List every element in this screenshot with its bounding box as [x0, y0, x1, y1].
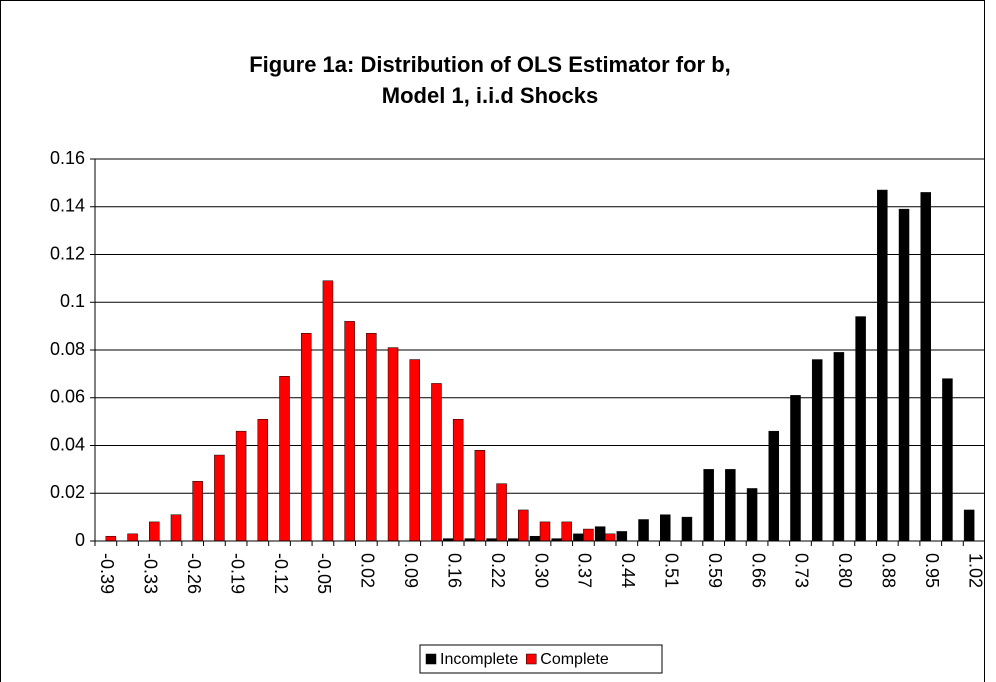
- x-tick-label: 0.80: [835, 553, 855, 588]
- bar: [257, 418, 269, 542]
- bar: [594, 526, 606, 542]
- y-tick-label: 0: [75, 530, 85, 550]
- bar: [573, 533, 584, 542]
- x-tick-label: 0.22: [488, 553, 508, 588]
- x-tick-label: 1.02: [965, 553, 985, 588]
- bar: [344, 321, 355, 542]
- bar: [409, 359, 421, 542]
- x-tick-label: 0.44: [618, 553, 638, 588]
- bar: [877, 189, 888, 542]
- bar: [496, 483, 507, 542]
- bar: [920, 192, 931, 542]
- x-tick-label: 0.66: [748, 553, 768, 588]
- bar: [214, 454, 225, 542]
- x-tick-label: -0.33: [141, 553, 161, 594]
- bar: [452, 418, 464, 542]
- bar: [855, 316, 866, 542]
- legend-label: Incomplete: [440, 651, 518, 668]
- bar: [746, 488, 758, 542]
- bar: [898, 208, 910, 542]
- bar: [833, 352, 845, 542]
- bar: [963, 509, 975, 542]
- bar: [170, 514, 182, 542]
- bar: [387, 347, 399, 542]
- bar: [474, 450, 486, 542]
- bar: [149, 521, 160, 542]
- x-tick-label: 0.09: [401, 553, 421, 588]
- bar: [235, 430, 247, 542]
- bar: [192, 481, 203, 542]
- x-tick-label: 0.02: [358, 553, 378, 588]
- y-tick-label: 0.06: [50, 387, 85, 407]
- x-tick-label: 0.88: [879, 553, 899, 588]
- bar: [604, 533, 616, 542]
- bar: [790, 395, 801, 542]
- x-tick-label: 0.16: [444, 553, 464, 588]
- y-tick-label: 0.16: [50, 148, 85, 168]
- bar: [366, 333, 377, 542]
- x-tick-label: 0.73: [792, 553, 812, 588]
- x-tick-label: -0.05: [314, 553, 334, 594]
- y-tick-label: 0.02: [50, 482, 85, 502]
- x-tick-label: 0.95: [922, 553, 942, 588]
- bar: [561, 521, 572, 542]
- bar: [322, 280, 334, 542]
- bar: [681, 516, 693, 542]
- bar: [300, 333, 312, 542]
- legend-swatch: [425, 653, 437, 665]
- bar: [703, 469, 714, 542]
- x-tick-label: 0.59: [705, 553, 725, 588]
- bar: [529, 535, 541, 542]
- y-tick-label: 0.1: [60, 291, 85, 311]
- x-tick-label: 0.37: [575, 553, 595, 588]
- bar: [725, 469, 736, 542]
- bar: [518, 509, 529, 542]
- bar: [279, 376, 290, 542]
- bar: [127, 533, 138, 542]
- y-tick-label: 0.12: [50, 243, 85, 263]
- bar: [105, 535, 117, 542]
- x-tick-label: -0.26: [184, 553, 204, 594]
- bar: [768, 430, 780, 542]
- x-tick-label: 0.51: [661, 553, 681, 588]
- bar: [942, 378, 953, 542]
- chart-title: Figure 1a: Distribution of OLS Estimator…: [249, 52, 731, 77]
- legend-label: Complete: [540, 651, 609, 668]
- x-tick-label: -0.39: [97, 553, 117, 594]
- x-tick-label: 0.30: [531, 553, 551, 588]
- bar: [583, 528, 594, 542]
- bar: [539, 521, 551, 542]
- bar: [659, 514, 671, 542]
- x-tick-label: -0.19: [227, 553, 247, 594]
- y-tick-label: 0.14: [50, 196, 85, 216]
- x-tick-label: -0.12: [271, 553, 291, 594]
- bar: [431, 383, 442, 542]
- bar: [616, 531, 628, 542]
- chart-subtitle: Model 1, i.i.d Shocks: [382, 83, 598, 108]
- bar: [811, 359, 823, 542]
- bar: [638, 519, 649, 542]
- y-tick-label: 0.08: [50, 339, 85, 359]
- legend-swatch: [526, 653, 537, 665]
- legend-box: [419, 644, 663, 674]
- y-tick-label: 0.04: [50, 434, 85, 454]
